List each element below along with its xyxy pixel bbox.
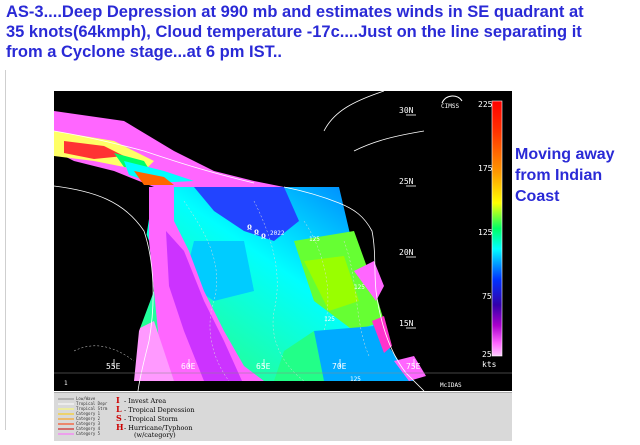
lon-label-70e: 70E — [332, 362, 347, 371]
symbol-hurricane: H — [116, 422, 124, 432]
producer-label: McIDAS — [440, 382, 462, 389]
colorbar-tick-125: 125 — [478, 228, 493, 237]
contour-label-1: 125 — [309, 236, 320, 243]
colorbar-tick-25: 25 — [482, 350, 492, 359]
legend-line-label-5: Category 3 — [76, 421, 101, 426]
line-style-legend: Low/Wave Tropical Depr Tropical Strm Cat… — [58, 396, 108, 436]
lon-ticks — [113, 359, 415, 367]
legend-line-label-7: Category 5 — [76, 431, 101, 436]
legend-line-label-0: Low/Wave — [76, 396, 96, 401]
storm-label: 2022 — [270, 230, 285, 237]
contour-label-3: 125 — [324, 316, 335, 323]
lon-label-55e: 55E — [106, 362, 121, 371]
lon-label-65e: 65E — [256, 362, 271, 371]
colorbar — [491, 100, 503, 357]
contour-label-4: 125 — [350, 376, 361, 383]
symbol-depression: L — [116, 404, 122, 414]
legend-line-label-1: Tropical Depr — [76, 401, 108, 406]
symbol-storm: S — [116, 413, 122, 423]
colorbar-tick-175: 175 — [478, 164, 493, 173]
legend-line-label-3: Category 1 — [76, 411, 101, 416]
storm-symbol-2: ჲ — [254, 226, 259, 236]
colorbar-unit: kts — [482, 360, 497, 369]
headline: AS-3....Deep Depression at 990 mb and es… — [6, 3, 584, 61]
symbol-legend: I - Invest Area L - Tropical Depression … — [116, 395, 195, 439]
symbol-hurricane-label: - Hurricane/Typhoon — [124, 424, 193, 432]
legend-line-label-2: Tropical Strm — [76, 406, 108, 411]
lat-label-25n: 25N — [399, 177, 414, 186]
side-note: Moving away from Indian Coast — [515, 146, 615, 205]
storm-symbol-3: ჲ — [261, 230, 266, 240]
symbol-note: (w/category) — [134, 431, 176, 439]
storm-symbol-1: ჲ — [247, 221, 252, 231]
storm-track: ჲ ჲ ჲ 2022 — [247, 221, 285, 240]
wind-shear-map: 30N 25N 20N 15N 55E 60E 65E 70E 75E ჲ ჲ … — [54, 91, 512, 391]
cimss-logo: CIMSS — [438, 93, 468, 110]
page-divider — [5, 70, 6, 430]
lon-label-75e: 75E — [406, 362, 421, 371]
symbol-depression-label: - Tropical Depression — [124, 406, 195, 414]
frame-number: 1 — [64, 380, 68, 387]
coastlines — [54, 91, 425, 391]
symbol-invest: I — [116, 395, 120, 405]
map-canvas: 30N 25N 20N 15N 55E 60E 65E 70E 75E ჲ ჲ … — [54, 91, 512, 391]
lon-label-60e: 60E — [181, 362, 196, 371]
logo-text: CIMSS — [441, 103, 459, 110]
symbol-invest-label: - Invest Area — [124, 397, 166, 405]
symbol-storm-label: - Tropical Storm — [124, 415, 178, 423]
contour-label-2: 125 — [354, 284, 365, 291]
lat-label-20n: 20N — [399, 248, 414, 257]
colorbar-tick-75: 75 — [482, 292, 492, 301]
lat-label-30n: 30N — [399, 106, 414, 115]
legend-line-label-4: Category 2 — [76, 416, 101, 421]
colorbar-tick-225: 225 — [478, 100, 493, 109]
lat-label-15n: 15N — [399, 319, 414, 328]
contours — [73, 200, 370, 382]
wind-shear-field — [54, 111, 512, 391]
legend-panel: Low/Wave Tropical Depr Tropical Strm Cat… — [54, 392, 512, 441]
lat-ticks — [406, 114, 416, 329]
legend-canvas: Low/Wave Tropical Depr Tropical Strm Cat… — [58, 395, 195, 439]
legend-line-label-6: Category 4 — [76, 426, 101, 431]
